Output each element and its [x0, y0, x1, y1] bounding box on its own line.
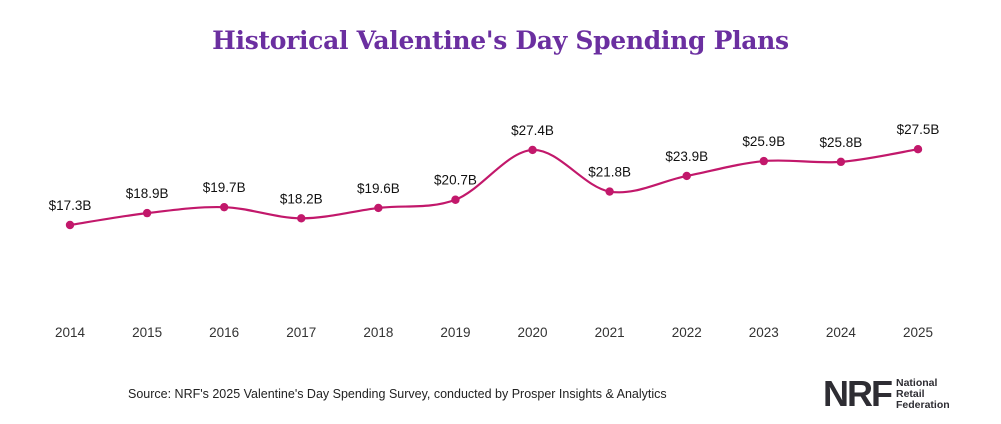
logo-mark: NRF [823, 373, 893, 414]
x-tick-label: 2024 [826, 325, 857, 340]
data-point [605, 187, 614, 196]
x-tick-label: 2023 [749, 325, 779, 340]
data-point [374, 203, 383, 213]
chart-title: Historical Valentine's Day Spending Plan… [212, 26, 789, 55]
data-point [451, 195, 460, 204]
data-point [65, 220, 75, 230]
x-tick-label: 2022 [672, 325, 702, 340]
logo-text: National Retail Federation [896, 376, 950, 411]
data-point [913, 145, 923, 154]
x-tick-label: 2015 [132, 325, 162, 340]
x-tick-label: 2016 [209, 325, 239, 340]
x-tick-label: 2025 [903, 325, 933, 340]
data-label: $27.5B [897, 122, 940, 137]
data-label: $20.7B [434, 173, 477, 188]
x-tick-label: 2014 [55, 325, 86, 340]
data-label: $19.7B [203, 180, 246, 195]
logo-line: National [896, 376, 938, 389]
data-label: $18.9B [126, 186, 169, 201]
data-label: $23.9B [665, 149, 708, 164]
data-point [759, 156, 769, 166]
logo-line: Federation [896, 398, 950, 411]
x-tick-label: 2021 [595, 325, 625, 340]
data-point [836, 157, 846, 167]
data-label: $21.8B [588, 165, 631, 180]
data-point [219, 202, 229, 212]
x-tick-label: 2018 [363, 325, 393, 340]
data-label: $27.4B [511, 123, 554, 138]
data-label: $25.8B [820, 135, 863, 150]
data-label: $25.9B [742, 134, 785, 149]
x-tick-label: 2017 [286, 325, 316, 340]
nrf-logo: NRF National Retail Federation [823, 373, 950, 414]
data-point [142, 208, 152, 218]
data-label: $19.6B [357, 181, 400, 196]
data-point [528, 145, 537, 155]
source-note: Source: NRF's 2025 Valentine's Day Spend… [128, 387, 667, 401]
x-tick-label: 2019 [440, 325, 470, 340]
data-point [297, 214, 306, 223]
data-label: $17.3B [49, 198, 92, 213]
x-tick-label: 2020 [518, 325, 548, 340]
data-label: $18.2B [280, 191, 323, 206]
series-line [69, 148, 919, 227]
logo-line: Retail [896, 387, 925, 400]
data-point [682, 171, 691, 181]
